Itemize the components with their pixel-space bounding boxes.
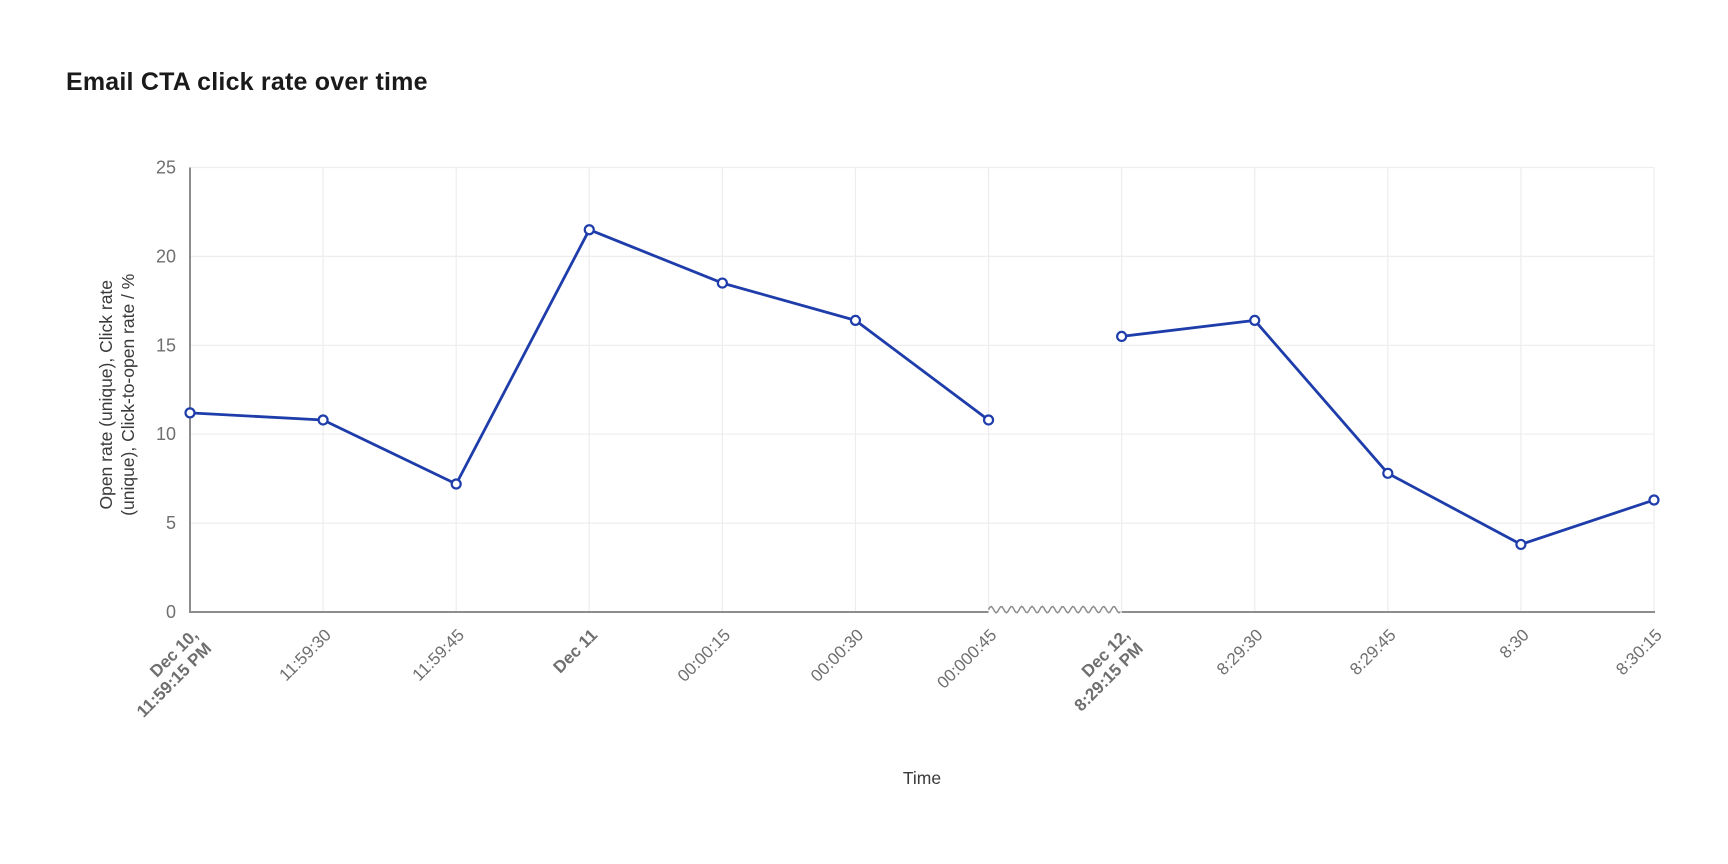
y-axis-title-line: (unique), Click-to-open rate / % [118,274,138,516]
data-point[interactable] [184,407,196,419]
x-tick-label-line: 00:00:30 [807,625,867,685]
x-tick-label-line: 8:30 [1496,625,1533,662]
x-tick-label: Dec 10,11:59:15 PM [120,625,216,721]
x-tick-label-line: 11:59:45 [409,625,468,684]
y-tick-label: 10 [156,424,176,444]
x-tick-label-line: 00:000:45 [933,625,1000,692]
x-tick-label-line: 8:29:45 [1346,625,1400,679]
y-tick-label: 5 [166,513,176,533]
x-tick-label: 8:30 [1496,625,1533,662]
y-tick-label: 20 [156,246,176,266]
data-point[interactable] [982,414,995,426]
x-tick-label: 00:000:45 [933,625,1000,692]
x-tick-label: 11:59:45 [409,625,468,684]
data-point[interactable] [1382,467,1394,479]
chart-title: Email CTA click rate over time [66,68,428,96]
x-tick-label-line: 8:30:15 [1612,625,1666,679]
x-tick-label: 00:00:30 [807,625,867,685]
x-tick-label: 8:29:45 [1346,625,1400,679]
x-tick-label: Dec 12,8:29:15 PM [1057,625,1147,715]
data-point[interactable] [583,224,595,236]
y-tick-label: 25 [156,158,176,178]
x-tick-label-line: 11:59:30 [276,625,335,684]
x-tick-label: 11:59:30 [276,625,335,684]
x-tick-label: 00:00:15 [674,625,734,685]
x-tick-label: 8:29:30 [1213,625,1267,679]
data-point[interactable] [1249,314,1261,327]
x-tick-label-line: 00:00:15 [674,625,734,685]
data-point[interactable] [450,478,462,490]
y-axis-title-line: Open rate (unique), Click rate [96,280,116,510]
axis-break-squiggle-icon [987,605,1121,614]
data-point[interactable] [317,414,329,426]
x-axis-title: Time [903,768,941,788]
data-point[interactable] [1515,538,1527,551]
data-point[interactable] [716,277,728,289]
data-point[interactable] [849,314,862,327]
y-tick-label: 15 [156,335,176,355]
x-tick-label: 8:30:15 [1612,625,1666,679]
data-point[interactable] [1116,330,1128,343]
x-tick-label: Dec 11 [550,625,602,677]
x-tick-label-line: Dec 11 [550,625,602,677]
data-point[interactable] [1648,494,1660,506]
x-tick-label-line: 8:29:30 [1213,625,1267,679]
y-tick-label: 0 [166,602,176,622]
y-axis-title: Open rate (unique), Click rate (unique), … [96,274,138,516]
